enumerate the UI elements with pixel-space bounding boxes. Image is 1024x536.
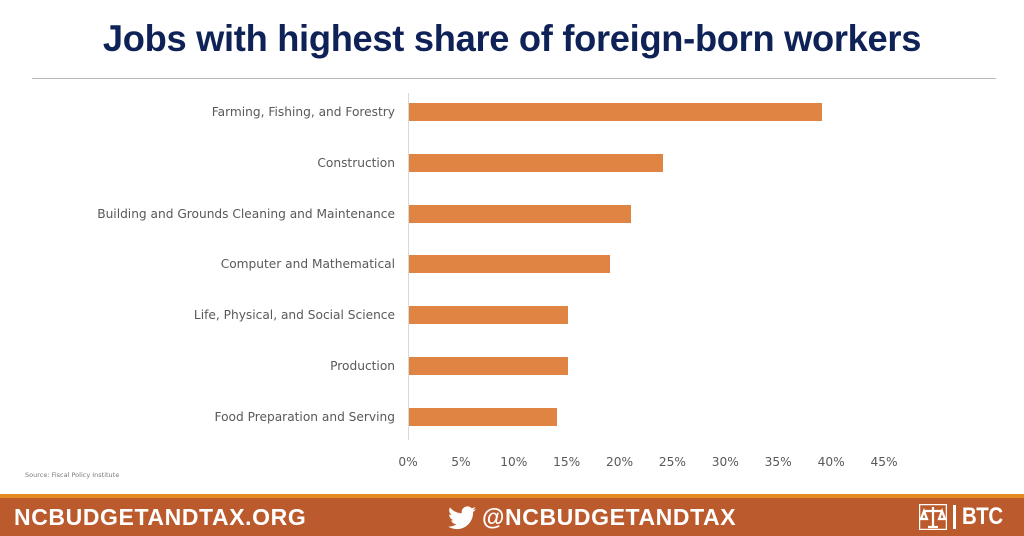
bar-row: Life, Physical, and Social Science [0,306,1024,325]
x-axis-tick-label: 45% [870,455,898,469]
twitter-handle-text: @NCBUDGETANDTAX [482,504,737,530]
x-axis-tick-label: 25% [658,455,686,469]
bar-row: Food Preparation and Serving [0,407,1024,426]
bar [409,407,558,426]
btc-logo: BTC [919,503,1010,531]
twitter-bird-icon [448,505,476,529]
bar [409,357,568,375]
bar [409,306,568,325]
x-axis-tick-label: 5% [451,455,471,469]
y-axis-line [408,93,409,440]
bar [409,103,822,121]
website-link[interactable]: NCBUDGETANDTAX.ORG [14,504,307,530]
x-axis-tick-label: 30% [711,455,739,469]
category-label: Construction [317,155,395,170]
scales-of-justice-icon [919,504,948,530]
bar-row: Production [0,357,1024,375]
x-axis-tick-label: 20% [606,455,634,469]
footer-banner: NCBUDGETANDTAX.ORG @NCBUDGETANDTAX BTC [0,498,1024,536]
bar-row: Computer and Mathematical [0,255,1024,274]
x-axis-tick-label: 15% [553,455,581,469]
footer-stripe [0,494,1024,498]
category-label: Computer and Mathematical [220,257,395,272]
bar-row: Building and Grounds Cleaning and Mainte… [0,204,1024,223]
category-label: Production [330,359,395,373]
category-label: Building and Grounds Cleaning and Mainte… [97,206,395,221]
title-divider [32,78,996,79]
bar [409,204,632,223]
category-label: Life, Physical, and Social Science [193,308,395,323]
bar [409,255,610,274]
bar [409,153,663,172]
twitter-handle-link[interactable]: @NCBUDGETANDTAX [448,504,736,531]
bar-row: Construction [0,153,1024,172]
category-label: Food Preparation and Serving [214,409,396,424]
chart-title: Jobs with highest share of foreign-born … [102,18,922,59]
logo-text: BTC [962,503,1003,530]
x-axis-tick-label: 10% [500,455,528,469]
logo-separator [953,505,957,529]
x-axis-tick-label: 35% [764,455,792,469]
bar-row: Farming, Fishing, and Forestry [0,103,1024,121]
x-axis-tick-label: 0% [398,455,418,469]
x-axis-tick-label: 40% [817,455,845,469]
category-label: Farming, Fishing, and Forestry [211,105,395,119]
source-note: Source: Fiscal Policy Institute [25,471,120,479]
